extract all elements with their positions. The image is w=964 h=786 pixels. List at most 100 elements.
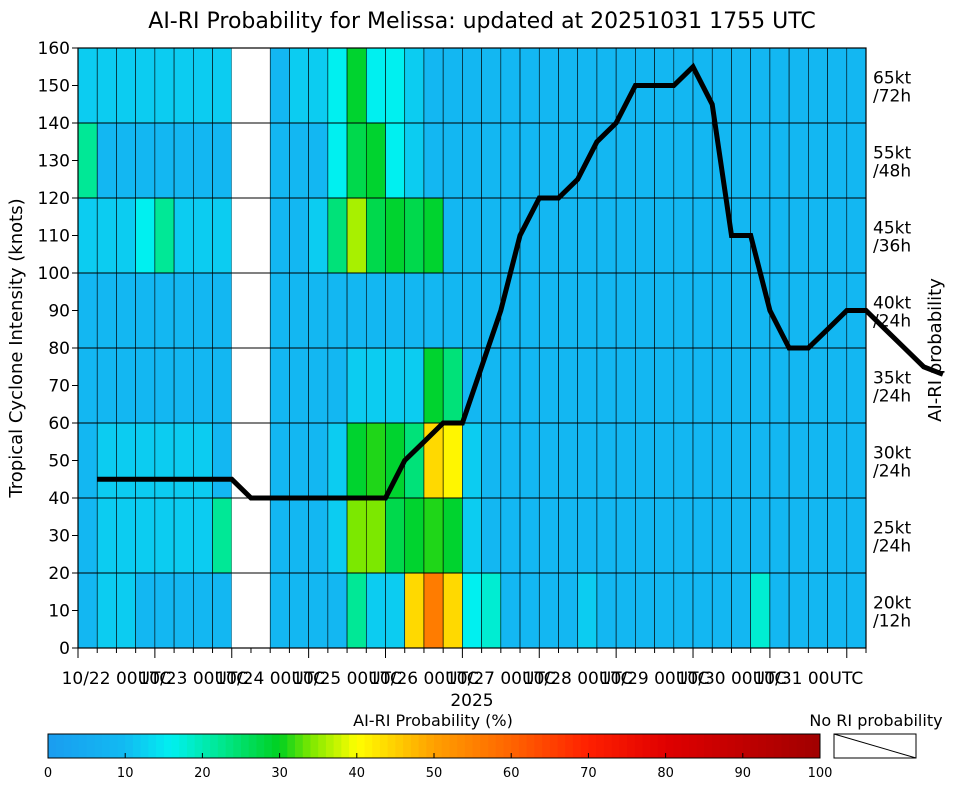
colorbar-segment xyxy=(48,734,57,758)
heatmap-cell xyxy=(327,422,348,499)
ri-threshold-labels: 20kt/12h25kt/24h30kt/24h35kt/24h40kt/24h… xyxy=(873,69,911,632)
heatmap-cell xyxy=(365,197,386,274)
heatmap-cell xyxy=(635,422,655,499)
heatmap-cell xyxy=(327,347,348,424)
heatmap-cell xyxy=(212,347,233,424)
heatmap-cell xyxy=(692,572,713,649)
ri-threshold-label: 30kt xyxy=(873,444,911,464)
heatmap-cell xyxy=(231,423,251,498)
heatmap-cell xyxy=(519,347,540,424)
heatmap-cell xyxy=(519,272,540,349)
heatmap-cell xyxy=(231,573,251,648)
colorbar-tick-label: 40 xyxy=(349,766,366,781)
heatmap-cell xyxy=(96,272,117,349)
heatmap-cell xyxy=(827,572,848,649)
heatmap-cell xyxy=(827,497,848,574)
colorbar-segment xyxy=(464,734,473,758)
heatmap-cell xyxy=(269,122,290,199)
heatmap-cell xyxy=(711,272,732,349)
no-ri-legend-label: No RI probability xyxy=(809,711,942,730)
colorbar-segment xyxy=(63,734,72,758)
colorbar-segment xyxy=(248,734,257,758)
heatmap-cell xyxy=(750,422,771,499)
colorbar-segment xyxy=(148,734,157,758)
colorbar-segment xyxy=(117,734,126,758)
heatmap-cell xyxy=(769,122,790,199)
heatmap-cell xyxy=(193,122,213,199)
colorbar-segment xyxy=(264,734,273,758)
heatmap-cell xyxy=(212,197,233,274)
heatmap-cell xyxy=(365,497,386,574)
heatmap-cell xyxy=(385,47,406,124)
heatmap-cell xyxy=(673,122,694,199)
x-axis-label: 2025 xyxy=(450,691,493,711)
heatmap-cell xyxy=(173,272,194,349)
heatmap-cell xyxy=(231,348,251,423)
heatmap-cell xyxy=(308,122,329,199)
heatmap-cell xyxy=(193,47,213,124)
colorbar-segment xyxy=(341,734,350,758)
heatmap-cell xyxy=(558,347,579,424)
colorbar-segment xyxy=(511,734,520,758)
heatmap-cell xyxy=(808,197,828,274)
heatmap-cell xyxy=(96,197,117,274)
ri-threshold-label: 20kt xyxy=(873,594,911,614)
heatmap-cell xyxy=(538,47,559,124)
heatmap-cell xyxy=(558,497,579,574)
heatmap-cell xyxy=(250,498,271,573)
heatmap-cell xyxy=(846,422,867,499)
colorbar-segment xyxy=(233,734,242,758)
heatmap-cell xyxy=(289,422,309,499)
heatmap-cell xyxy=(750,347,771,424)
colorbar-segment xyxy=(217,734,226,758)
heatmap-cell xyxy=(462,572,482,649)
heatmap-cell xyxy=(404,497,425,574)
heatmap-cell xyxy=(173,422,194,499)
colorbar-segment xyxy=(194,734,203,758)
colorbar-segment xyxy=(94,734,103,758)
heatmap-cell xyxy=(481,572,502,649)
heatmap-cell xyxy=(77,347,98,424)
heatmap-cell xyxy=(365,422,386,499)
heatmap-cell xyxy=(731,497,751,574)
heatmap-cell xyxy=(346,497,367,574)
heatmap-cell xyxy=(769,272,790,349)
heatmap-cell xyxy=(788,572,809,649)
y-axis-ticks: 0 10 20 30 40 50 60 70 80 90 100 110 120 130 140 150 160 xyxy=(38,39,78,659)
heatmap-cell xyxy=(769,572,790,649)
ri-threshold-period: /24h xyxy=(873,462,911,482)
colorbar-segment xyxy=(256,734,265,758)
heatmap-cell xyxy=(212,572,233,649)
heatmap-cell xyxy=(654,497,675,574)
heatmap-cell xyxy=(365,572,386,649)
heatmap-cell xyxy=(77,272,98,349)
heatmap-cell xyxy=(692,422,713,499)
heatmap-cell xyxy=(442,47,463,124)
colorbar-segment xyxy=(665,734,674,758)
colorbar-segment xyxy=(71,734,80,758)
heatmap-cell xyxy=(346,272,367,349)
y-tick-label: 160 xyxy=(38,39,70,59)
heatmap-cell xyxy=(711,572,732,649)
heatmap-cell xyxy=(231,123,251,198)
heatmap-cell xyxy=(346,47,367,124)
colorbar-segment xyxy=(132,734,142,758)
heatmap-cell xyxy=(193,422,213,499)
heatmap-cell xyxy=(500,197,521,274)
heatmap-cell xyxy=(135,197,156,274)
heatmap-cell xyxy=(481,497,502,574)
colorbar-segment xyxy=(742,734,751,758)
heatmap-cell xyxy=(289,572,309,649)
colorbar-segment xyxy=(225,734,234,758)
heatmap-cell xyxy=(481,422,502,499)
heatmap-cell xyxy=(308,497,329,574)
heatmap-cell xyxy=(750,122,771,199)
colorbar xyxy=(47,733,821,759)
heatmap-cell xyxy=(308,197,329,274)
heatmap-cell xyxy=(250,273,271,348)
heatmap-cell xyxy=(596,272,617,349)
colorbar-segment xyxy=(727,734,736,758)
colorbar-segment xyxy=(457,734,466,758)
ri-threshold-period: /72h xyxy=(873,87,911,107)
heatmap-cell xyxy=(673,347,694,424)
